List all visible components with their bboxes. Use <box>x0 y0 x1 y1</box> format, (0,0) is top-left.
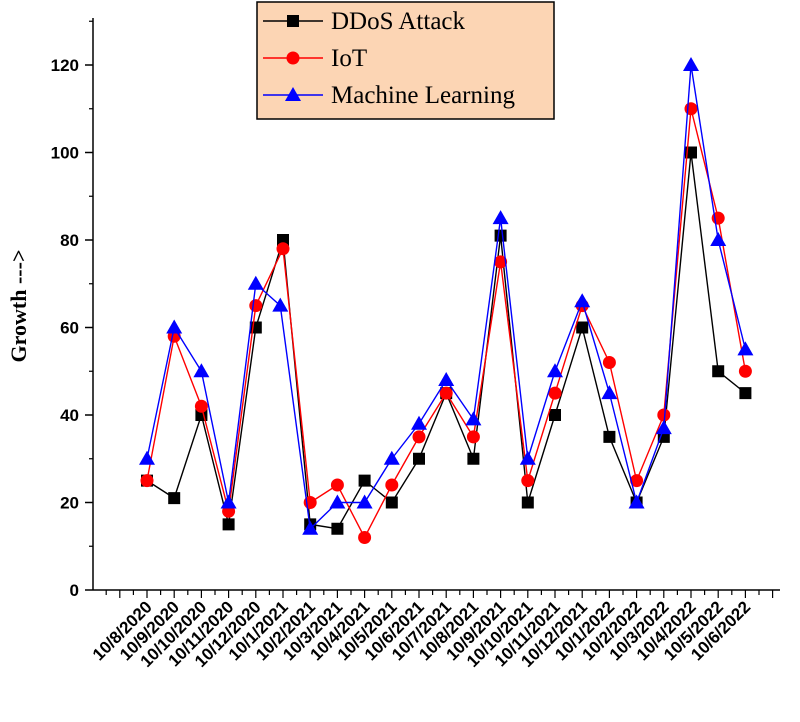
data-point <box>549 409 561 421</box>
data-point <box>331 522 344 535</box>
data-point <box>193 363 210 378</box>
data-point <box>738 364 752 378</box>
data-point <box>383 450 400 465</box>
series-line <box>146 108 747 540</box>
legend-swatch-marker <box>285 87 301 101</box>
data-point <box>411 415 427 430</box>
data-point <box>492 210 509 225</box>
data-point <box>356 494 373 509</box>
data-point <box>737 341 754 356</box>
data-point <box>603 430 616 443</box>
data-point <box>385 478 399 492</box>
y-tick-label: 60 <box>60 319 79 338</box>
legend-label: IoT <box>331 45 367 72</box>
data-point <box>547 363 563 378</box>
data-point <box>385 496 398 509</box>
data-point <box>222 518 235 531</box>
data-point <box>358 531 372 544</box>
y-tick-label: 20 <box>60 494 79 513</box>
series-iot <box>140 102 752 544</box>
data-point <box>220 494 237 509</box>
y-tick-label: 0 <box>70 581 79 600</box>
data-point <box>249 299 263 313</box>
data-point <box>249 321 262 334</box>
data-point <box>329 494 346 509</box>
data-point <box>494 229 507 242</box>
data-point <box>465 411 482 426</box>
data-point <box>657 408 671 422</box>
data-point <box>739 387 752 400</box>
data-point <box>413 452 425 465</box>
data-point <box>574 293 591 308</box>
data-point <box>655 420 672 435</box>
data-point <box>683 57 699 71</box>
legend: DDoS Attack IoT Machine Learning <box>256 1 555 120</box>
x-axis: 10/8/202010/9/202010/10/202010/11/202010… <box>89 589 780 671</box>
series-machine-learning <box>139 57 754 535</box>
data-point <box>168 492 181 505</box>
data-point <box>302 520 319 535</box>
data-point <box>519 450 536 465</box>
y-tick-label: 100 <box>51 144 79 163</box>
data-point <box>412 430 426 444</box>
data-point <box>576 321 589 334</box>
data-point <box>521 474 535 488</box>
data-point <box>466 430 480 444</box>
data-point <box>521 496 534 509</box>
data-point <box>438 372 455 386</box>
series-layer <box>139 57 754 544</box>
data-point <box>140 474 154 488</box>
y-axis-title: Growth ---> <box>6 250 31 363</box>
data-point <box>684 102 698 116</box>
data-point <box>139 450 155 465</box>
legend-item: DDoS Attack <box>263 8 466 35</box>
data-point <box>194 399 208 413</box>
data-point <box>467 452 480 465</box>
data-point <box>630 474 644 488</box>
legend-swatch-marker <box>287 15 299 27</box>
y-tick-label: 80 <box>60 231 79 250</box>
data-point <box>272 297 289 312</box>
y-tick-label: 40 <box>60 406 79 425</box>
data-point <box>247 275 264 290</box>
data-point <box>602 356 616 369</box>
data-point <box>330 478 344 492</box>
data-point <box>276 242 290 256</box>
data-point <box>358 474 371 487</box>
data-point <box>548 386 562 400</box>
legend-item: Machine Learning <box>263 82 515 109</box>
series-line <box>146 152 746 530</box>
legend-label: Machine Learning <box>331 82 515 109</box>
y-axis: 0 20 40 60 80 100 120 <box>51 18 94 600</box>
legend-item: IoT <box>263 45 367 72</box>
series-line <box>146 64 747 531</box>
y-tick-label: 120 <box>51 56 79 75</box>
data-point <box>712 365 725 378</box>
data-point <box>494 255 508 269</box>
data-point <box>439 386 453 400</box>
data-point <box>166 319 183 334</box>
legend-label: DDoS Attack <box>331 8 466 35</box>
legend-swatch-marker <box>286 51 300 65</box>
data-point <box>710 232 727 246</box>
data-point <box>628 494 645 509</box>
data-point <box>601 385 618 400</box>
